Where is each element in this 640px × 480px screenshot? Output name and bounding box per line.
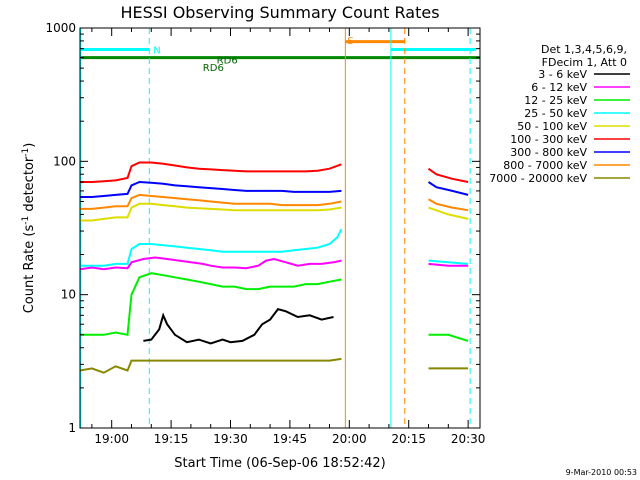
annotation-0: N	[153, 45, 160, 56]
series-line-0-seg-0	[143, 307, 334, 345]
series-line-5-seg-0	[80, 161, 342, 183]
series-line-2-seg-0	[80, 272, 342, 336]
x-tick-label: 19:45	[273, 432, 308, 446]
legend: Det 1,3,4,5,6,9, FDecim 1, Att 0 3 - 6 k…	[489, 43, 630, 185]
y-tick-label: 100	[53, 154, 76, 168]
series-line-8-seg-0	[80, 357, 342, 374]
legend-header-1: Det 1,3,4,5,6,9,	[541, 43, 627, 56]
series-line-3-seg-0	[80, 228, 343, 267]
annotation-3: RD6	[217, 56, 238, 67]
legend-label-7: 800 - 7000 keV	[503, 159, 587, 172]
x-tick-label: 19:30	[213, 432, 248, 446]
plot-frame	[79, 27, 481, 429]
series-line-7-seg-0	[80, 193, 342, 210]
series-line-6-seg-0	[80, 180, 342, 198]
series-line-4-seg-1	[428, 206, 469, 220]
series-line-7-seg-1	[427, 198, 469, 212]
legend-label-5: 100 - 300 keV	[510, 133, 587, 146]
legend-label-1: 6 - 12 keV	[531, 81, 587, 94]
annotation-2: RD6	[203, 63, 224, 74]
x-tick-label: 19:15	[154, 432, 189, 446]
series-line-2-seg-1	[428, 333, 469, 342]
x-tick-label: 20:15	[391, 432, 426, 446]
x-axis-label: Start Time (06-Sep-06 18:52:42)	[174, 456, 385, 471]
y-axis-label: Count Rate (s-1 detector-1)	[21, 143, 37, 314]
y-tick-label: 1	[68, 421, 76, 435]
legend-label-6: 300 - 800 keV	[510, 146, 587, 159]
series-line-1-seg-1	[428, 262, 469, 267]
y-tick-label: 10	[61, 288, 76, 302]
series-line-5-seg-1	[427, 167, 469, 183]
legend-label-3: 25 - 50 keV	[524, 107, 587, 120]
x-tick-label: 19:00	[94, 432, 129, 446]
legend-label-2: 12 - 25 keV	[524, 94, 587, 107]
series-line-6-seg-1	[427, 181, 469, 196]
legend-label-0: 3 - 6 keV	[538, 68, 587, 81]
legend-header-2: FDecim 1, Att 0	[542, 56, 627, 69]
footer-date: 9-Mar-2010 00:53	[566, 468, 637, 477]
legend-label-8: 7000 - 20000 keV	[489, 172, 587, 185]
series-line-4-seg-0	[80, 202, 342, 222]
series-line-3-seg-1	[428, 259, 469, 265]
x-tick-label: 20:30	[451, 432, 486, 446]
y-tick-label: 1000	[45, 21, 76, 35]
series-line-1-seg-0	[80, 256, 342, 271]
x-tick-label: 20:00	[332, 432, 367, 446]
chart-title: HESSI Observing Summary Count Rates	[120, 3, 439, 22]
annotation-1: S	[347, 36, 353, 47]
legend-label-4: 50 - 100 keV	[517, 120, 587, 133]
